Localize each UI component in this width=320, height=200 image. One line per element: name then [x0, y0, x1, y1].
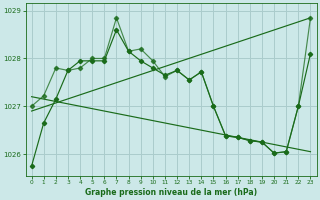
X-axis label: Graphe pression niveau de la mer (hPa): Graphe pression niveau de la mer (hPa): [85, 188, 257, 197]
